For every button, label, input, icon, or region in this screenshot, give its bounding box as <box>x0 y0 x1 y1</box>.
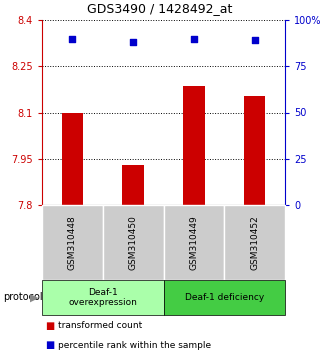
Text: transformed count: transformed count <box>58 321 142 330</box>
Bar <box>62 113 83 205</box>
Text: GSM310449: GSM310449 <box>189 215 198 270</box>
Point <box>131 39 136 45</box>
Text: GSM310452: GSM310452 <box>250 215 259 270</box>
Text: protocol: protocol <box>3 292 43 303</box>
Text: percentile rank within the sample: percentile rank within the sample <box>58 341 211 350</box>
Text: ■: ■ <box>45 340 54 350</box>
Text: GSM310450: GSM310450 <box>129 215 138 270</box>
Text: Deaf-1
overexpression: Deaf-1 overexpression <box>68 288 137 307</box>
Bar <box>244 96 265 205</box>
Text: ■: ■ <box>45 321 54 331</box>
Bar <box>123 165 144 205</box>
Point <box>252 38 257 43</box>
Text: ▶: ▶ <box>30 292 39 303</box>
Text: GSM310448: GSM310448 <box>68 215 77 270</box>
Bar <box>183 86 204 205</box>
Point <box>70 36 75 41</box>
Point <box>191 36 196 41</box>
Text: Deaf-1 deficiency: Deaf-1 deficiency <box>185 293 264 302</box>
Text: GDS3490 / 1428492_at: GDS3490 / 1428492_at <box>87 2 233 16</box>
